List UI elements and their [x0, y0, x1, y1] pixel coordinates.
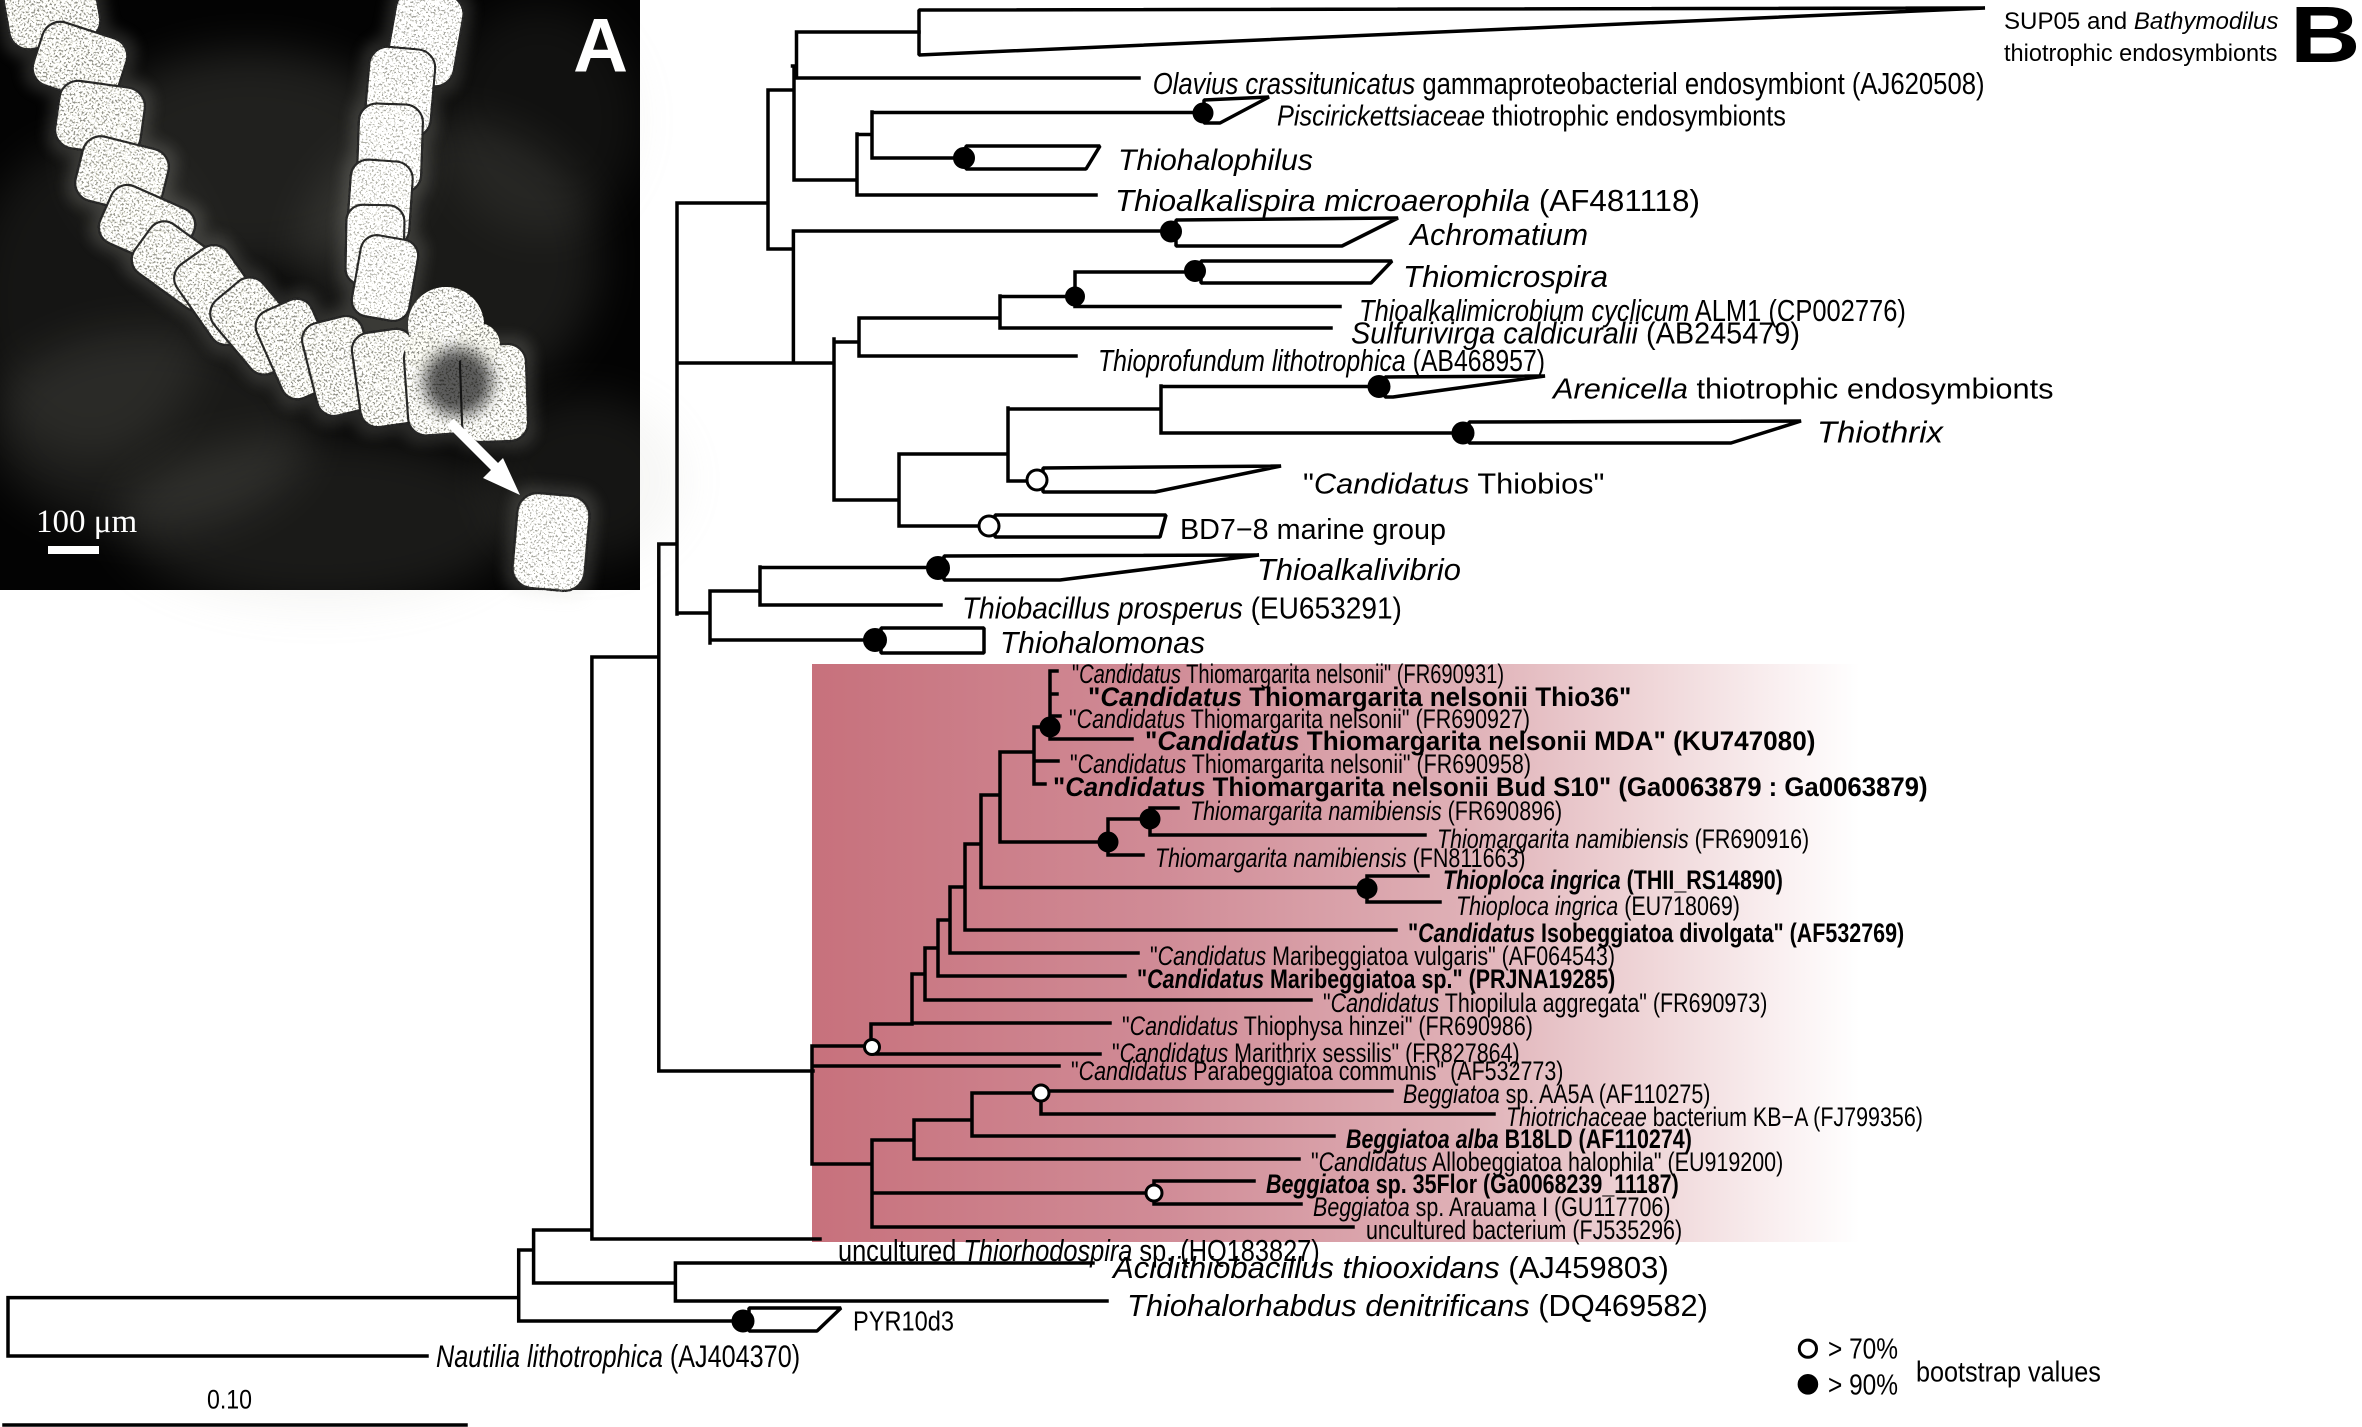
- svg-text:"Candidatus Isobeggiatoa divol: "Candidatus Isobeggiatoa divolgata" (AF5…: [1408, 918, 1904, 948]
- svg-text:uncultured Thiorhodospira sp.: uncultured Thiorhodospira sp. (HQ183827): [838, 1232, 1320, 1267]
- svg-text:Sulfurivirga caldicuralii (AB2: Sulfurivirga caldicuralii (AB245479): [1351, 316, 1800, 350]
- svg-text:Thiohalorhabdus denitrificans: Thiohalorhabdus denitrificans (DQ469582): [1127, 1287, 1708, 1322]
- svg-text:"Candidatus Thiomargarita nels: "Candidatus Thiomargarita nelsonii MDA" …: [1145, 726, 1815, 756]
- svg-text:Thiomargarita namibiensis (FN8: Thiomargarita namibiensis (FN811663): [1155, 843, 1526, 873]
- svg-text:"Candidatus Marithrix sessilis: "Candidatus Marithrix sessilis" (FR82786…: [1112, 1038, 1520, 1068]
- svg-text:Thioalkalimicrobium cyclicum A: Thioalkalimicrobium cyclicum ALM1 (CP002…: [1359, 294, 1906, 329]
- svg-text:Thiohalophilus: Thiohalophilus: [1118, 144, 1313, 177]
- svg-text:Thiobacillus prosperus (EU6532: Thiobacillus prosperus (EU653291): [962, 591, 1402, 626]
- svg-text:"Candidatus Thiomargarita nels: "Candidatus Thiomargarita nelsonii Thio3…: [1088, 682, 1631, 712]
- svg-text:SUP05 and Bathymodilus: SUP05 and Bathymodilus: [2004, 7, 2278, 34]
- svg-text:Arenicella thiotrophic endosym: Arenicella thiotrophic endosymbionts: [1551, 373, 2054, 405]
- svg-text:"Candidatus Thiomargarita nels: "Candidatus Thiomargarita nelsonii" (FR6…: [1070, 749, 1531, 779]
- svg-text:B: B: [2290, 0, 2360, 79]
- svg-text:> 70%: > 70%: [1828, 1333, 1898, 1365]
- svg-text:Piscirickettsiaceae thiotrophi: Piscirickettsiaceae thiotrophic endosymb…: [1277, 98, 1786, 131]
- svg-text:thiotrophic endosymbionts: thiotrophic endosymbionts: [2004, 39, 2277, 67]
- svg-text:Thiotrichaceae bacterium KB−A: Thiotrichaceae bacterium KB−A (FJ799356): [1506, 1102, 1923, 1132]
- svg-text:"Candidatus Parabeggiatoa comm: "Candidatus Parabeggiatoa communis" (AF5…: [1071, 1056, 1563, 1086]
- svg-text:Beggiatoa sp. AA5A (AF110275): Beggiatoa sp. AA5A (AF110275): [1403, 1079, 1710, 1109]
- svg-text:Acidithiobacillus thiooxidans: Acidithiobacillus thiooxidans (AJ459803): [1111, 1250, 1669, 1285]
- svg-text:> 90%: > 90%: [1828, 1369, 1898, 1401]
- svg-text:Thioploca ingrica (THII_RS1489: Thioploca ingrica (THII_RS14890): [1443, 865, 1783, 895]
- svg-text:uncultured bacterium (FJ535296: uncultured bacterium (FJ535296): [1366, 1215, 1682, 1245]
- svg-text:Thiohalomonas: Thiohalomonas: [1000, 626, 1205, 661]
- svg-text:100 μm: 100 μm: [36, 504, 137, 540]
- svg-text:"Candidatus Thiomargarita nels: "Candidatus Thiomargarita nelsonii Bud S…: [1053, 772, 1928, 802]
- svg-text:Thiomargarita namibiensis (FR6: Thiomargarita namibiensis (FR690896): [1190, 796, 1562, 826]
- svg-text:Nautilia lithotrophica (AJ4043: Nautilia lithotrophica (AJ404370): [436, 1339, 800, 1374]
- svg-text:Thiomargarita namibiensis (FR6: Thiomargarita namibiensis (FR690916): [1437, 824, 1809, 854]
- svg-text:"Candidatus Thiomargarita nels: "Candidatus Thiomargarita nelsonii" (FR6…: [1069, 704, 1530, 734]
- svg-text:"Candidatus Thiophysa hinzei": "Candidatus Thiophysa hinzei" (FR690986): [1122, 1011, 1533, 1041]
- svg-text:Achromatium: Achromatium: [1408, 218, 1588, 252]
- svg-text:PYR10d3: PYR10d3: [853, 1307, 954, 1337]
- svg-text:Beggiatoa sp. 35Flor (Ga006823: Beggiatoa sp. 35Flor (Ga0068239_11187): [1266, 1169, 1679, 1199]
- svg-text:"Candidatus Thiopilula aggrega: "Candidatus Thiopilula aggregata" (FR690…: [1323, 988, 1767, 1018]
- svg-text:A: A: [573, 4, 628, 89]
- svg-text:Olavius crassitunicatus gammap: Olavius crassitunicatus gammaproteobacte…: [1153, 67, 1985, 102]
- svg-text:Thioalkalivibrio: Thioalkalivibrio: [1257, 551, 1461, 586]
- svg-text:"Candidatus Allobeggiatoa halo: "Candidatus Allobeggiatoa halophila" (EU…: [1311, 1147, 1783, 1177]
- svg-text:Thioprofundum lithotrophica (A: Thioprofundum lithotrophica (AB468957): [1098, 343, 1545, 377]
- svg-text:"Candidatus Thiomargarita nels: "Candidatus Thiomargarita nelsonii" (FR6…: [1072, 659, 1504, 688]
- svg-text:Thioploca ingrica (EU718069): Thioploca ingrica (EU718069): [1456, 891, 1740, 921]
- svg-text:0.10: 0.10: [207, 1385, 252, 1415]
- svg-text:"Candidatus Maribeggiatoa vulg: "Candidatus Maribeggiatoa vulgaris" (AF0…: [1150, 941, 1615, 971]
- svg-text:"Candidatus Thiobios": "Candidatus Thiobios": [1303, 468, 1604, 500]
- svg-text:Beggiatoa alba B18LD (AF110274: Beggiatoa alba B18LD (AF110274): [1346, 1124, 1692, 1154]
- svg-text:"Candidatus Maribeggiatoa sp.": "Candidatus Maribeggiatoa sp." (PRJNA192…: [1137, 964, 1615, 994]
- svg-text:Thioalkalispira microaerophila: Thioalkalispira microaerophila (AF481118…: [1115, 183, 1700, 218]
- svg-text:bootstrap values: bootstrap values: [1916, 1354, 2101, 1387]
- svg-text:Thiothrix: Thiothrix: [1817, 415, 1944, 450]
- svg-text:Thiomicrospira: Thiomicrospira: [1403, 259, 1608, 294]
- svg-text:Beggiatoa sp. Arauama I (GU117: Beggiatoa sp. Arauama I (GU117706): [1313, 1192, 1671, 1222]
- svg-text:BD7−8 marine group: BD7−8 marine group: [1180, 514, 1446, 546]
